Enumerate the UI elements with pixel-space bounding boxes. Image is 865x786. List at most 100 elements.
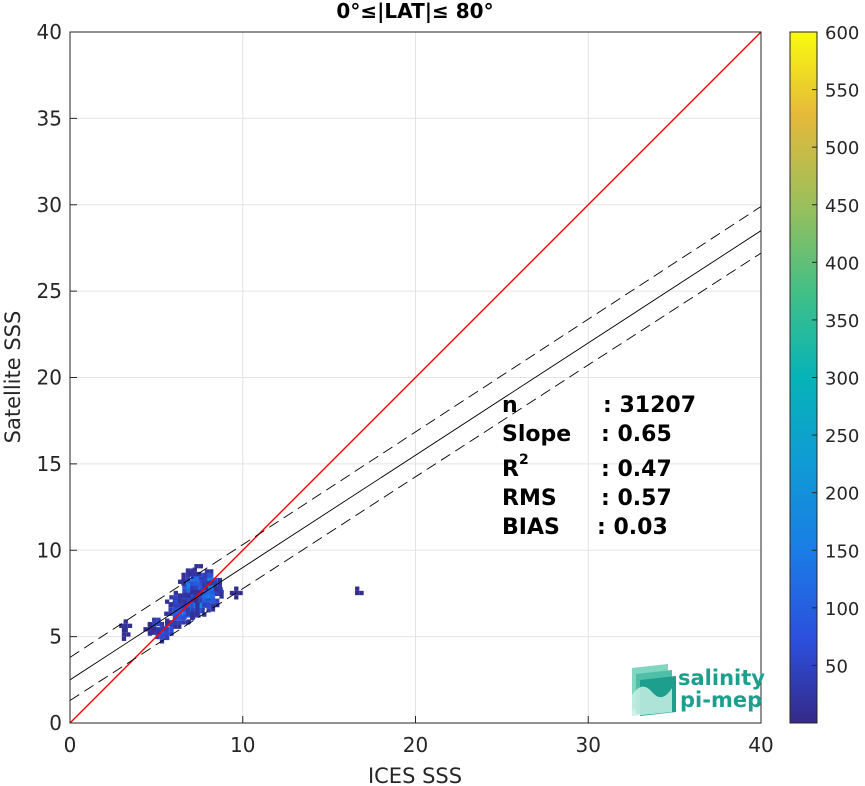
density-cell — [199, 575, 204, 580]
density-cell — [168, 602, 173, 608]
density-cell — [196, 613, 201, 618]
density-cell — [182, 588, 187, 593]
density-cell — [159, 630, 165, 635]
density-cell — [168, 607, 173, 612]
density-cell — [173, 595, 178, 600]
density-cell — [355, 586, 360, 591]
logo-line1: salinity — [678, 666, 765, 690]
density-cell — [147, 627, 153, 632]
density-cell — [203, 581, 208, 586]
density-cell — [203, 577, 208, 582]
x-tick-label: 0 — [64, 733, 77, 757]
density-cell — [119, 623, 124, 628]
density-cell — [206, 608, 211, 613]
density-cell — [147, 622, 153, 628]
density-cell — [186, 588, 191, 593]
density-cell — [123, 623, 128, 628]
density-cell — [210, 607, 216, 612]
density-cell — [160, 626, 166, 631]
density-cell — [177, 579, 183, 584]
density-cell — [159, 621, 165, 627]
density-cell — [173, 599, 178, 604]
fit-lines — [70, 32, 761, 723]
density-cell — [182, 583, 187, 589]
stat-bias-number: 0.03 — [613, 515, 667, 540]
density-cell — [188, 571, 193, 577]
y-tick-label: 10 — [37, 538, 62, 562]
lower-bound-line — [70, 252, 761, 701]
density-cell — [218, 591, 223, 597]
regression-fit-line — [70, 230, 761, 681]
density-cell — [177, 615, 182, 621]
density-cell — [185, 568, 191, 573]
density-cell — [173, 590, 178, 596]
density-cell — [143, 627, 148, 632]
density-cell — [190, 589, 195, 595]
density-cell — [190, 611, 195, 616]
upper-bound-line — [70, 206, 761, 658]
wave-logo-icon — [632, 664, 676, 716]
density-cell — [121, 632, 127, 637]
density-cell — [172, 624, 178, 629]
x-tick-label: 20 — [403, 733, 428, 757]
x-tick-label: 30 — [576, 733, 601, 757]
colorbar-tick-label: 450 — [825, 196, 859, 217]
y-tick-label: 5 — [49, 625, 62, 649]
density-cell — [198, 564, 204, 569]
density-cell — [210, 598, 216, 603]
density-cell — [194, 589, 199, 595]
colorbar-tick-label: 250 — [825, 426, 859, 447]
density-cell — [193, 598, 198, 603]
density-cell — [152, 617, 157, 622]
logo-line2: pi-mep — [680, 688, 762, 712]
stat-slope-label: Slope — [502, 422, 571, 447]
density-cell — [204, 569, 210, 574]
density-cell — [177, 607, 182, 612]
density-cell — [194, 577, 199, 582]
density-cell — [185, 572, 191, 578]
density-cell — [234, 590, 239, 596]
density-cell — [190, 581, 195, 586]
density-cell — [177, 620, 182, 625]
density-cell — [156, 630, 161, 635]
density-cell — [177, 598, 182, 603]
density-cell — [121, 627, 127, 633]
density-cell — [217, 577, 223, 583]
density-cell — [234, 586, 239, 591]
density-cell — [155, 634, 160, 640]
y-tick-label: 30 — [37, 193, 62, 217]
density-cell — [156, 617, 161, 622]
density-cell — [206, 594, 211, 599]
stat-n-label: n — [502, 393, 518, 418]
stat-bias-value: : 0.03 — [597, 515, 668, 540]
density-cell — [192, 571, 197, 577]
density-cell — [169, 631, 174, 636]
density-cell — [206, 602, 211, 608]
colorbar-tick-label: 300 — [825, 369, 859, 390]
density-cell — [200, 608, 205, 614]
colorbar-tick-label: 550 — [825, 81, 859, 102]
density-cell — [165, 618, 170, 623]
density-cell — [173, 603, 178, 609]
density-cell — [186, 597, 191, 603]
density-cell — [177, 593, 183, 598]
density-cell — [181, 581, 186, 586]
density-cell — [156, 621, 161, 627]
density-cell — [213, 584, 218, 590]
density-cell — [182, 599, 187, 604]
stat-rms-label: RMS — [502, 486, 557, 511]
density-cell — [190, 592, 196, 597]
density-cell — [213, 580, 218, 585]
density-cell — [234, 595, 239, 600]
density-cell — [152, 621, 157, 627]
stat-r2-label: R2 — [502, 452, 529, 482]
density-cell — [199, 579, 204, 584]
density-cell — [197, 608, 203, 613]
density-cell — [182, 610, 187, 616]
density-cell — [186, 583, 191, 589]
x-tick-label: 10 — [230, 733, 255, 757]
density-cell — [159, 634, 165, 640]
density-cell — [202, 612, 207, 617]
density-cell — [197, 603, 203, 609]
density-cell — [215, 589, 220, 595]
